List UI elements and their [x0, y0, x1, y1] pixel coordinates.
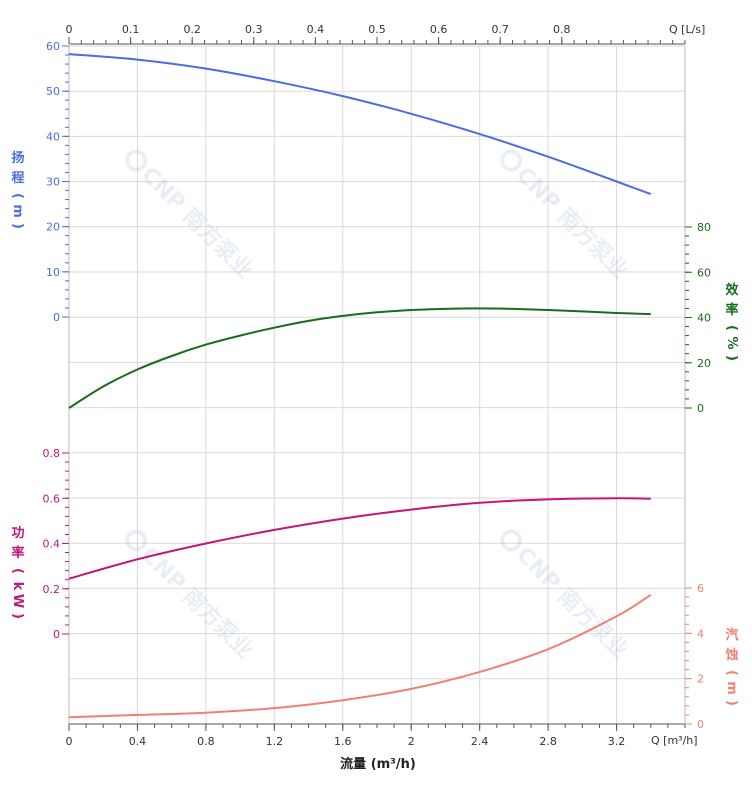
- series-0-axis-title-char: (: [10, 193, 25, 199]
- series-0-axis-title-char: ): [10, 223, 25, 229]
- series-3-tick-label: 6: [697, 582, 704, 595]
- series-2-tick-label: 0.4: [43, 538, 61, 551]
- cnp-watermark-text: CNP 南方泵业: [136, 162, 258, 284]
- x-tick-label: 0.4: [129, 735, 147, 748]
- series-0-line: [68, 53, 652, 196]
- cnp-watermark: CNP 南方泵业: [500, 149, 633, 284]
- series-2-axis-title-char: W: [10, 594, 25, 608]
- series-3-axis-title-char: 汽: [725, 627, 738, 643]
- series-1-axis-title-char: ): [724, 355, 739, 361]
- series-2-tick-label: 0.6: [43, 492, 61, 505]
- top-x-tick-label: 0: [66, 23, 73, 36]
- series-0-axis-title-char: m: [10, 204, 25, 218]
- x-tick-label: 0.8: [197, 735, 215, 748]
- top-x-tick-label: 0.6: [430, 23, 448, 36]
- series-3-tick-label: 4: [697, 627, 704, 640]
- x-tick-label: 1.6: [334, 735, 352, 748]
- top-x-tick-label: 0.7: [491, 23, 509, 36]
- series-0-axis-title-char: 程: [11, 171, 24, 186]
- series-2-axis-title-char: 率: [11, 545, 24, 561]
- cnp-watermark-text: CNP 南方泵业: [136, 542, 258, 664]
- top-x-tick-label: 0.1: [122, 23, 140, 36]
- watermark: CNP 南方泵业 CNP 南方泵业 CNP 南方泵业 CNP 南方泵业: [125, 149, 633, 664]
- series-1-tick-label: 20: [697, 357, 711, 370]
- series-1-tick-label: 80: [697, 221, 711, 234]
- x-tick-label: 2.4: [471, 735, 489, 748]
- series-3-axis-title-char: 蚀: [724, 647, 738, 663]
- series-1-axis-title-char: %: [724, 336, 739, 349]
- x-tick-label: 0: [66, 735, 73, 748]
- series-lines: [68, 53, 652, 719]
- cnp-watermark: CNP 南方泵业: [125, 149, 258, 284]
- series-3-axis-title-char: (: [724, 670, 739, 676]
- series-1-tick-label: 60: [697, 266, 711, 279]
- top-x-tick-label: 0.2: [183, 23, 201, 36]
- top-x-unit-label: Q [L/s]: [669, 23, 705, 36]
- x-tick-label: 2.8: [539, 735, 557, 748]
- series-3-line: [68, 593, 652, 719]
- series-1-axis-title-char: 率: [725, 302, 738, 318]
- top-x-tick-label: 0.8: [553, 23, 571, 36]
- series-0-tick-label: 0: [53, 311, 60, 324]
- series-0-tick-label: 50: [46, 85, 60, 98]
- series-2-tick-label: 0.8: [43, 447, 61, 460]
- cnp-logo-icon: [500, 149, 523, 172]
- top-x-tick-label: 0.5: [368, 23, 386, 36]
- series-1-tick-label: 0: [697, 402, 704, 415]
- series-2-tick-label: 0.2: [43, 583, 61, 596]
- series-0-tick-label: 60: [46, 40, 60, 53]
- series-2-axis-title-char: k: [10, 582, 25, 591]
- top-x-tick-label: 0.3: [245, 23, 263, 36]
- cnp-logo-icon: [500, 529, 523, 552]
- series-0-axis-title-char: 扬: [11, 150, 24, 166]
- cnp-watermark-text: CNP 南方泵业: [511, 542, 633, 664]
- axes: 0 0.4 0.8 1.2 1.6 2 2.4 2.8 3.2 0 0.1 0.2 0.3 0.4 0.5 0…: [43, 23, 712, 748]
- series-3-axis-title-char: m: [724, 681, 739, 695]
- cnp-logo-icon: [125, 529, 148, 552]
- series-1-axis-title-char: 效: [725, 282, 739, 298]
- cnp-logo-icon: [125, 149, 148, 172]
- series-0-tick-label: 20: [46, 221, 60, 234]
- series-0-tick-label: 30: [46, 176, 60, 189]
- bottom-x-unit-label: Q [m³/h]: [651, 734, 698, 747]
- series-3-tick-label: 2: [697, 673, 704, 686]
- x-axis-title: 流量 (m³/h): [340, 756, 416, 772]
- axis-titles: 流量 (m³/h) Q [m³/h] Q [L/s] 扬程(m)效率(%)功率(…: [10, 23, 739, 772]
- series-2-axis-title-char: ): [10, 613, 25, 619]
- series-2-line: [68, 497, 651, 580]
- series-2-axis-title-char: (: [10, 568, 25, 574]
- series-1-axis-title-char: (: [724, 325, 739, 331]
- series-3-tick-label: 0: [697, 718, 704, 731]
- x-tick-label: 2: [408, 735, 415, 748]
- x-tick-label: 3.2: [608, 735, 626, 748]
- series-1-tick-label: 40: [697, 312, 711, 325]
- top-x-tick-label: 0.4: [307, 23, 325, 36]
- series-1-line: [68, 307, 651, 409]
- series-0-tick-label: 40: [46, 130, 60, 143]
- series-2-axis-title-char: 功: [11, 526, 24, 541]
- series-2-tick-label: 0: [53, 628, 60, 641]
- series-0-tick-label: 10: [46, 266, 60, 279]
- series-3-axis-title-char: ): [724, 700, 739, 706]
- x-tick-label: 1.2: [266, 735, 284, 748]
